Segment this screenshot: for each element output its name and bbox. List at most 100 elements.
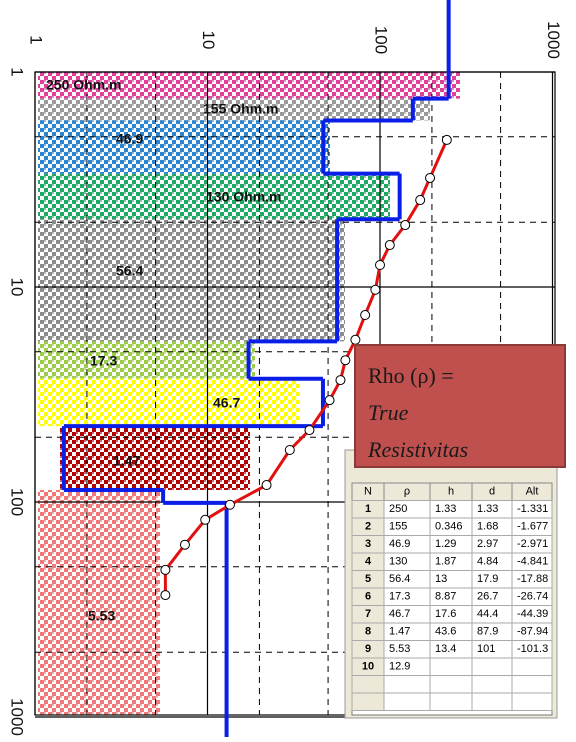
data-point xyxy=(385,241,394,250)
layer xyxy=(38,219,345,341)
layer xyxy=(38,120,330,173)
layer-label: 130 Ohm.m xyxy=(206,189,281,205)
annotation-line: Resistivitas xyxy=(367,437,468,462)
table-value: -17.88 xyxy=(517,573,548,585)
table-value: -44.39 xyxy=(517,608,548,620)
table-value: 17.6 xyxy=(435,608,456,620)
table-value: 5 xyxy=(365,573,371,585)
table-cell xyxy=(472,658,512,676)
table-cell xyxy=(430,676,472,694)
table-value: 8 xyxy=(365,626,371,638)
table-value: 13 xyxy=(435,573,447,585)
page: 11010010001101001000250 Ohm.m155 Ohm.m46… xyxy=(0,0,576,742)
data-point xyxy=(285,446,294,455)
table-value: 26.7 xyxy=(477,591,498,603)
layer-label: 1.47 xyxy=(113,453,140,469)
layer-label: 250 Ohm.m xyxy=(46,77,121,93)
table-value: 0.346 xyxy=(435,521,463,533)
table-value: 9 xyxy=(365,643,371,655)
annotation-line: True xyxy=(368,400,409,425)
x-tick-label: 1000 xyxy=(544,21,563,59)
table-cell xyxy=(472,676,512,694)
table-cell xyxy=(430,693,472,711)
table-cell xyxy=(430,658,472,676)
table-value: 1 xyxy=(365,503,371,515)
data-point xyxy=(201,515,210,524)
layer-label: 5.53 xyxy=(88,608,115,624)
table-cell xyxy=(352,693,384,711)
data-point xyxy=(305,426,314,435)
table-value: 56.4 xyxy=(389,573,410,585)
layer-label: 56.4 xyxy=(116,263,143,279)
table-value: 2 xyxy=(365,521,371,533)
data-point xyxy=(376,260,385,269)
table-value: 1.33 xyxy=(477,503,498,515)
layer xyxy=(38,341,255,378)
table-value: -2.971 xyxy=(517,538,548,550)
data-point xyxy=(180,540,189,549)
table-cell xyxy=(512,658,552,676)
layer xyxy=(60,426,250,490)
table-value: -87.94 xyxy=(517,626,548,638)
table-value: 1.33 xyxy=(435,503,456,515)
table-value: 5.53 xyxy=(389,643,410,655)
data-point xyxy=(416,196,425,205)
layer-label: 46.7 xyxy=(213,395,240,411)
table-value: -1.331 xyxy=(517,503,548,515)
layer-label: 46.9 xyxy=(116,131,143,147)
table-value: -26.74 xyxy=(517,591,548,603)
y-tick-label: 1 xyxy=(8,67,27,76)
table-value: 7 xyxy=(365,608,371,620)
data-point xyxy=(325,396,334,405)
y-tick-label: 10 xyxy=(8,278,27,297)
data-point xyxy=(426,173,435,182)
sounding-chart: 11010010001101001000250 Ohm.m155 Ohm.m46… xyxy=(0,0,576,737)
table-value: 6 xyxy=(365,591,371,603)
layer-label: 155 Ohm.m xyxy=(203,101,278,117)
data-point xyxy=(351,335,360,344)
data-point xyxy=(361,311,370,320)
table-header: Alt xyxy=(526,486,539,498)
table-value: 17.9 xyxy=(477,573,498,585)
table-value: 46.7 xyxy=(389,608,410,620)
table-cell xyxy=(512,693,552,711)
table-value: 8.87 xyxy=(435,591,456,603)
table-value: -101.3 xyxy=(517,643,548,655)
layer xyxy=(38,490,160,715)
data-point xyxy=(371,285,380,294)
data-point xyxy=(401,221,410,230)
table-value: 87.9 xyxy=(477,626,498,638)
table-value: 17.3 xyxy=(389,591,410,603)
table-value: 2.97 xyxy=(477,538,498,550)
x-tick-label: 10 xyxy=(199,31,218,50)
table-value: -4.841 xyxy=(517,556,548,568)
table-cell xyxy=(512,676,552,694)
data-point xyxy=(262,481,271,490)
table-value: -1.677 xyxy=(517,521,548,533)
data-point xyxy=(336,376,345,385)
table-value: 1.47 xyxy=(389,626,410,638)
x-tick-label: 100 xyxy=(372,26,391,54)
table-value: 44.4 xyxy=(477,608,498,620)
table-value: 4 xyxy=(365,556,372,568)
data-point xyxy=(161,565,170,574)
table-value: 46.9 xyxy=(389,538,410,550)
table-value: 43.6 xyxy=(435,626,456,638)
table-value: 1.29 xyxy=(435,538,456,550)
layer-label: 17.3 xyxy=(90,353,117,369)
table-value: 13.4 xyxy=(435,643,456,655)
table-value: 12.9 xyxy=(389,661,410,673)
table-value: 10 xyxy=(362,661,374,673)
data-point xyxy=(341,356,350,365)
table-value: 3 xyxy=(365,538,371,550)
table-cell xyxy=(472,693,512,711)
table-value: 155 xyxy=(389,521,407,533)
x-tick-label: 1 xyxy=(27,35,46,44)
table-value: 1.87 xyxy=(435,556,456,568)
table-value: 101 xyxy=(477,643,495,655)
data-point xyxy=(161,591,170,600)
table-cell xyxy=(384,676,430,694)
annotation-line: Rho (ρ) = xyxy=(368,363,454,388)
table-value: 4.84 xyxy=(477,556,498,568)
data-point xyxy=(225,500,234,509)
